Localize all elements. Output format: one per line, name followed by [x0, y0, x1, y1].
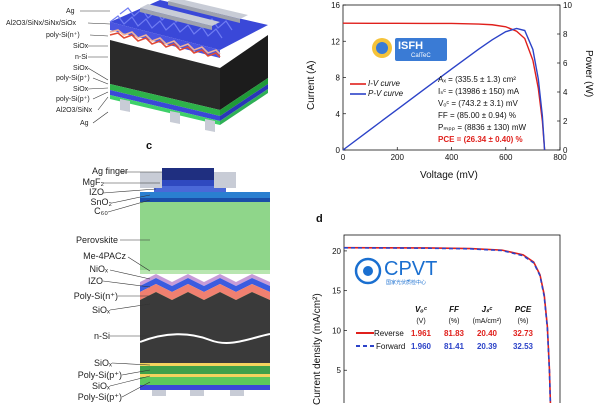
x-tick-label: 800	[553, 153, 567, 162]
annotation-pmpp: Pₘₚₚ = (8836 ± 130) mW	[438, 123, 527, 132]
cpvt-logo	[354, 257, 382, 285]
label-ag-top: Ag	[66, 8, 75, 15]
label-poly-si-n: Poly-Si(n⁺)	[73, 291, 118, 301]
y2-tick-label: 6	[563, 59, 568, 68]
x-tick-label: 600	[499, 153, 513, 162]
device-3d-illustration	[80, 0, 268, 132]
label-perovskite: Perovskite	[75, 235, 118, 245]
label-n-si: n-Si	[93, 331, 110, 341]
table-unit-ff: (%)	[448, 318, 460, 325]
y-tick-label: 15	[332, 287, 341, 296]
table-header-voc: Vₒᶜ	[415, 305, 427, 314]
legend-pv-label: P-V curve	[368, 89, 404, 98]
y2-tick-label: 8	[563, 30, 568, 39]
table-reverse-ff: 81.83	[443, 329, 465, 338]
x-tick-label: 0	[341, 153, 346, 162]
y-tick-label: 8	[336, 74, 341, 83]
legend-iv-label: I-V curve	[368, 79, 401, 88]
table-header-pce: PCE	[514, 305, 532, 314]
label-passivation-top: Al2O3/SiNx/SiNx/SiOx	[6, 20, 77, 27]
performance-table: Vₒᶜ FF Jₛᶜ PCE (V) (%) (mA/cm²) (%) Reve…	[300, 205, 600, 403]
label-siox-2: SiOx	[73, 65, 89, 72]
label-mgf2: MgF₂	[82, 177, 105, 187]
table-reverse-jsc: 20.40	[476, 329, 498, 338]
y-axis-label-right: Power (W)	[583, 50, 594, 98]
y2-tick-label: 4	[563, 88, 568, 97]
annotation-area: Aₓ = (335.5 ± 1.3) cm²	[438, 75, 516, 84]
label-n-si: n-Si	[75, 54, 88, 61]
cross-section-diagram	[139, 168, 270, 396]
annotation-voc: Vₒᶜ = (743.2 ± 3.1) mV	[438, 99, 518, 108]
label-poly-si-p-1: Poly-Si(p⁺)	[77, 370, 122, 380]
annotation-pce: PCE = (26.34 ± 0.40) %	[438, 135, 523, 144]
x-tick-label: 200	[391, 153, 405, 162]
label-ag-bottom: Ag	[80, 120, 89, 127]
y-tick-label: 20	[332, 247, 341, 256]
table-reverse-pce: 32.73	[512, 329, 534, 338]
forward-scan-line	[343, 247, 552, 403]
y2-tick-label: 10	[563, 1, 572, 10]
y2-tick-label: 2	[563, 117, 568, 126]
pv-curve-line	[342, 27, 546, 151]
annotation-isc: Iₛᶜ = (13986 ± 150) mA	[438, 87, 520, 96]
table-unit-pce: (%)	[517, 318, 529, 325]
table-forward-jsc: 20.39	[476, 342, 498, 351]
x-tick-label: 400	[445, 153, 459, 162]
table-forward-pce: 32.53	[512, 342, 534, 351]
table-header-ff: FF	[449, 305, 459, 314]
y-tick-label: 0	[336, 146, 341, 155]
label-poly-si-p-2: poly-Si(p⁺)	[56, 96, 90, 103]
panel-letter-c: c	[146, 140, 153, 152]
label-ag-finger: Ag finger	[91, 166, 128, 176]
panel-c: c	[0, 140, 300, 403]
table-forward-ff: 81.41	[443, 342, 465, 351]
panel-d: d 5 10 15 20 CPVT 国家光伏质检中心 Current density …	[300, 205, 600, 405]
jv-chart: 5 10 15 20	[332, 234, 561, 403]
panel-b: 0 200 400 600 800 0 4 8 12 16 0 2 4 6 8 10 ISFH CalTeC …	[300, 0, 600, 185]
panel-a: Ag Al2O3/SiNx/SiNx/SiOx poly-Si(n⁺) SiOx…	[0, 0, 300, 155]
y-tick-label: 16	[331, 1, 340, 10]
table-reverse-voc: 1.961	[410, 329, 432, 338]
label-poly-si-p-1: poly-Si(p⁺)	[56, 75, 90, 82]
y-axis-label-left: Current (A)	[306, 60, 317, 110]
table-unit-voc: (V)	[416, 318, 426, 325]
label-siox-1: SiOx	[73, 43, 89, 50]
cpvt-logo-subtext: 国家光伏质检中心	[386, 280, 427, 286]
label-poly-si-n: poly-Si(n⁺)	[46, 32, 80, 39]
label-sno2: SnO₂	[90, 197, 112, 207]
isfh-logo-text: ISFH	[398, 40, 424, 52]
x-axis-label: Voltage (mV)	[420, 170, 478, 181]
label-passivation-bottom: Al2O3/SiNx	[56, 107, 93, 114]
label-siox-3: SiOx	[73, 86, 89, 93]
label-izo-top: IZO	[89, 187, 104, 197]
y-tick-label: 5	[337, 366, 342, 375]
table-forward-voc: 1.960	[410, 342, 432, 351]
label-siox-front: SiOₓ	[92, 305, 110, 315]
table-row-reverse-name: Reverse	[374, 329, 404, 338]
cross-section-leader-lines	[102, 171, 162, 398]
label-niox: NiOₓ	[89, 264, 108, 274]
y-tick-label: 4	[336, 110, 341, 119]
y-tick-label: 10	[332, 326, 341, 335]
iv-curve-line	[342, 22, 546, 151]
label-siox-rear-2: SiOₓ	[92, 381, 110, 391]
table-row-forward-name: Forward	[376, 342, 406, 351]
label-izo-bottom: IZO	[88, 276, 103, 286]
isfh-logo	[372, 38, 447, 61]
isfh-logo-subtext: CalTeC	[411, 53, 431, 59]
y-tick-label: 12	[331, 37, 340, 46]
label-c60: C₆₀	[94, 206, 108, 216]
plot-frame	[343, 234, 561, 403]
cpvt-logo-text: CPVT	[384, 258, 438, 280]
label-me-4pacz: Me-4PACz	[83, 251, 126, 261]
annotation-ff: FF = (85.00 ± 0.94) %	[438, 111, 516, 120]
table-header-jsc: Jₛᶜ	[481, 305, 493, 314]
table-unit-jsc: (mA/cm²)	[472, 318, 502, 325]
y2-tick-label: 0	[563, 146, 568, 155]
panel-letter-d: d	[316, 213, 323, 225]
label-poly-si-p-2: Poly-Si(p⁺)	[77, 392, 122, 402]
label-siox-rear-1: SiOₓ	[94, 358, 112, 368]
